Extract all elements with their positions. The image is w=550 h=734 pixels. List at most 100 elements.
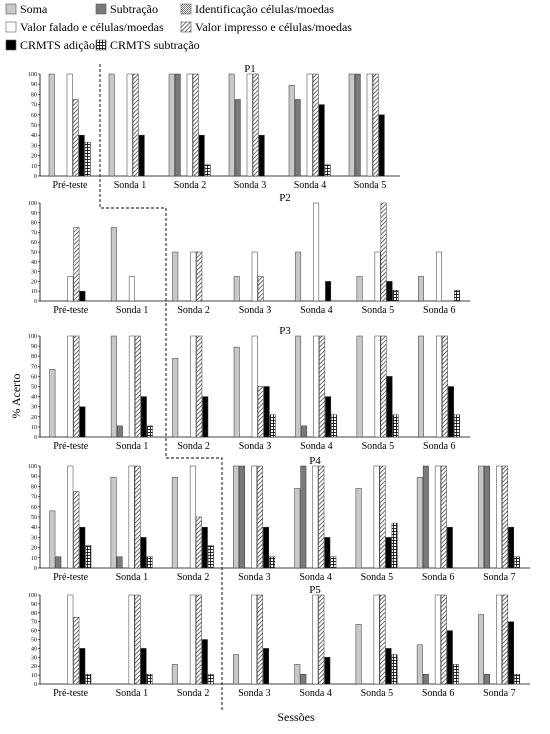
- x-tick-label: Sonda 2: [177, 688, 210, 699]
- bar: [263, 526, 270, 569]
- bar: [196, 251, 203, 302]
- y-tick-label: 100: [28, 334, 37, 340]
- legend-swatch: [5, 21, 17, 33]
- bar: [374, 335, 381, 438]
- bar: [204, 164, 211, 177]
- bar: [67, 594, 74, 685]
- bar: [126, 73, 133, 177]
- bar: [140, 648, 147, 685]
- y-tick-label: 30: [31, 405, 37, 411]
- bar: [78, 134, 85, 177]
- bar: [452, 664, 459, 685]
- x-tick-label: Pré-teste: [53, 180, 89, 191]
- bar: [132, 73, 139, 177]
- y-tick-label: 50: [31, 515, 37, 521]
- y-tick-label: 100: [28, 72, 37, 78]
- chart-panel: P1 0 10 20 30 40 50 60 70 80 90 100 Pré-teste Sonda 1…: [28, 63, 400, 191]
- legend-swatch: [5, 39, 17, 51]
- x-tick-label: Pré-teste: [53, 305, 89, 316]
- bar: [228, 73, 235, 177]
- bar: [134, 594, 141, 685]
- bar: [128, 465, 135, 569]
- x-tick-label: Sonda 3: [238, 572, 271, 583]
- x-tick-label: Sonda 4: [300, 305, 333, 316]
- bar: [355, 624, 362, 685]
- bar: [319, 335, 326, 438]
- bar: [502, 465, 509, 569]
- legend-item: Soma: [5, 2, 48, 16]
- x-tick-label: Sonda 5: [361, 572, 394, 583]
- legend-item: Valor falado e células/moedas: [5, 20, 164, 34]
- bar: [73, 335, 80, 438]
- bar: [484, 465, 491, 569]
- legend-swatch: [5, 3, 17, 15]
- x-tick-label: Sonda 3: [238, 688, 271, 699]
- bar: [79, 526, 86, 569]
- panel-title: P4: [309, 455, 321, 467]
- y-tick-label: 30: [31, 655, 37, 661]
- bar: [288, 84, 295, 177]
- y-tick-label: 0: [34, 566, 37, 572]
- bar: [263, 648, 270, 685]
- bar: [446, 526, 453, 569]
- bar: [391, 654, 398, 685]
- y-tick-label: 50: [31, 250, 37, 256]
- x-tick-label: Sonda 7: [483, 688, 516, 699]
- bar: [110, 227, 117, 302]
- bar: [189, 594, 196, 685]
- x-tick-label: Sonda 2: [177, 305, 210, 316]
- y-tick-label: 90: [31, 344, 37, 350]
- bar: [73, 227, 80, 302]
- bar: [514, 556, 521, 569]
- bar: [252, 73, 259, 177]
- bar: [331, 414, 338, 438]
- bar: [434, 594, 441, 685]
- y-tick-label: 100: [28, 593, 37, 599]
- y-tick-label: 20: [31, 664, 37, 670]
- bar: [300, 673, 307, 685]
- bar: [356, 335, 363, 438]
- bar: [233, 465, 240, 569]
- legend-swatch: [180, 3, 192, 15]
- bar: [386, 376, 393, 438]
- y-tick-label: 80: [31, 221, 37, 227]
- x-tick-label: Sonda 5: [361, 688, 394, 699]
- y-tick-label: 40: [31, 395, 37, 401]
- bar: [324, 537, 331, 569]
- legend-label: Identificação células/moedas: [195, 2, 334, 16]
- bar: [49, 369, 56, 438]
- bar: [73, 617, 80, 685]
- bar: [146, 673, 153, 685]
- bar: [85, 545, 92, 569]
- y-tick-label: 80: [31, 484, 37, 490]
- x-tick-label: Sonda 6: [422, 688, 455, 699]
- x-tick-label: Sonda 6: [423, 441, 456, 452]
- legend-label: Soma: [20, 2, 48, 16]
- y-tick-label: 90: [31, 211, 37, 217]
- bar: [207, 673, 214, 685]
- bar: [324, 657, 331, 685]
- legend-label: CRMTS adição: [20, 38, 95, 52]
- x-tick-label: Sonda 2: [174, 180, 207, 191]
- bar: [146, 425, 153, 438]
- bar: [49, 510, 56, 569]
- bar: [294, 488, 301, 569]
- bar: [110, 476, 117, 569]
- bar: [128, 335, 135, 438]
- bar: [496, 465, 503, 569]
- bar: [378, 114, 385, 177]
- bar: [312, 594, 319, 685]
- x-tick-label: Sonda 1: [114, 180, 147, 191]
- bar: [172, 357, 179, 438]
- bar: [79, 290, 86, 302]
- bar: [380, 335, 387, 438]
- x-tick-label: Sonda 3: [234, 180, 267, 191]
- x-tick-label: Sonda 7: [483, 572, 516, 583]
- bar: [392, 289, 399, 302]
- legend-item: Identificação células/moedas: [180, 2, 334, 16]
- bar: [454, 414, 460, 438]
- bar: [391, 522, 398, 569]
- bar: [202, 396, 209, 438]
- x-tick-label: Sonda 6: [422, 572, 455, 583]
- bar: [418, 276, 424, 302]
